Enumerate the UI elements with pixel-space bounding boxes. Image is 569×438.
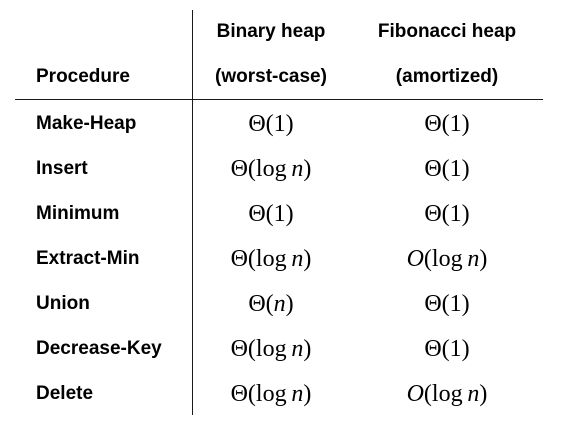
complexity-operator: Θ — [424, 156, 442, 182]
complexity-operator: Θ — [230, 246, 248, 272]
paren-close: ) — [303, 336, 312, 362]
complexity-operator: Θ — [248, 291, 266, 317]
table-row: Delete Θ(log n) O(log n) — [0, 374, 569, 414]
binary-heap-bound: Θ(log n) — [191, 149, 351, 189]
complexity-argument: 1 — [449, 201, 462, 227]
paren-open: ( — [441, 156, 450, 182]
paren-close: ) — [461, 156, 470, 182]
complexity-argument: 1 — [449, 291, 462, 317]
complexity-operator: Θ — [230, 156, 248, 182]
column-divider — [192, 10, 193, 415]
binary-heap-bound: Θ(1) — [191, 104, 351, 144]
paren-open: ( — [441, 336, 450, 362]
procedure-name: Insert — [36, 158, 88, 179]
complexity-operator: Θ — [424, 201, 442, 227]
procedure-name: Delete — [36, 383, 94, 404]
complexity-operator: Θ — [248, 111, 266, 137]
paren-open: ( — [265, 201, 274, 227]
binary-heap-bound: Θ(n) — [191, 284, 351, 324]
paren-close: ) — [303, 156, 312, 182]
fibonacci-heap-bound: Θ(1) — [367, 149, 527, 189]
complexity-operator: Θ — [424, 336, 442, 362]
complexity-argument: log n — [255, 336, 304, 362]
fibonacci-heap-bound: O(log n) — [367, 239, 527, 279]
paren-open: ( — [265, 291, 274, 317]
header-divider — [15, 99, 543, 100]
procedure-name: Decrease-Key — [36, 338, 162, 359]
complexity-argument: 1 — [449, 111, 462, 137]
paren-close: ) — [461, 111, 470, 137]
paren-close: ) — [285, 201, 294, 227]
fibonacci-heap-bound: Θ(1) — [367, 104, 527, 144]
complexity-argument: 1 — [449, 156, 462, 182]
paren-open: ( — [247, 336, 256, 362]
binary-heap-bound: Θ(1) — [191, 194, 351, 234]
paren-close: ) — [479, 246, 488, 272]
paren-close: ) — [461, 291, 470, 317]
complexity-argument: 1 — [273, 201, 286, 227]
complexity-argument: log n — [431, 246, 480, 272]
paren-close: ) — [303, 246, 312, 272]
fibonacci-heap-bound: Θ(1) — [367, 194, 527, 234]
complexity-argument: log n — [255, 381, 304, 407]
complexity-argument: log n — [431, 381, 480, 407]
procedure-name: Minimum — [36, 203, 120, 224]
table-row: Extract-Min Θ(log n) O(log n) — [0, 239, 569, 279]
table-row: Insert Θ(log n) Θ(1) — [0, 149, 569, 189]
header-binary-worst-case: (worst-case) — [215, 66, 327, 87]
paren-close: ) — [303, 381, 312, 407]
complexity-operator: Θ — [230, 336, 248, 362]
paren-open: ( — [247, 381, 256, 407]
paren-open: ( — [423, 246, 432, 272]
complexity-argument: log n — [255, 156, 304, 182]
paren-close: ) — [461, 201, 470, 227]
fibonacci-heap-bound: Θ(1) — [367, 329, 527, 369]
complexity-operator: O — [406, 381, 424, 407]
paren-close: ) — [285, 291, 294, 317]
complexity-argument: 1 — [273, 111, 286, 137]
complexity-operator: Θ — [424, 291, 442, 317]
complexity-operator: O — [406, 246, 424, 272]
paren-open: ( — [441, 291, 450, 317]
paren-open: ( — [247, 246, 256, 272]
procedure-name: Make-Heap — [36, 113, 137, 134]
table-row: Decrease-Key Θ(log n) Θ(1) — [0, 329, 569, 369]
complexity-argument: 1 — [449, 336, 462, 362]
paren-open: ( — [265, 111, 274, 137]
paren-open: ( — [247, 156, 256, 182]
paren-open: ( — [441, 201, 450, 227]
paren-open: ( — [441, 111, 450, 137]
complexity-operator: Θ — [424, 111, 442, 137]
complexity-argument: log n — [255, 246, 304, 272]
binary-heap-bound: Θ(log n) — [191, 239, 351, 279]
fibonacci-heap-bound: Θ(1) — [367, 284, 527, 324]
binary-heap-bound: Θ(log n) — [191, 329, 351, 369]
paren-open: ( — [423, 381, 432, 407]
procedure-name: Union — [36, 293, 90, 314]
complexity-argument: n — [273, 291, 286, 317]
header-binary-heap: Binary heap — [216, 21, 326, 42]
fibonacci-heap-bound: O(log n) — [367, 374, 527, 414]
binary-heap-bound: Θ(log n) — [191, 374, 351, 414]
complexity-operator: Θ — [248, 201, 266, 227]
paren-close: ) — [461, 336, 470, 362]
header-fibonacci-heap: Fibonacci heap — [377, 21, 517, 42]
paren-close: ) — [479, 381, 488, 407]
table-row: Minimum Θ(1) Θ(1) — [0, 194, 569, 234]
header-procedure: Procedure — [36, 66, 130, 87]
paren-close: ) — [285, 111, 294, 137]
procedure-name: Extract-Min — [36, 248, 140, 269]
table-row: Union Θ(n) Θ(1) — [0, 284, 569, 324]
header-fibonacci-amortized: (amortized) — [395, 66, 499, 87]
complexity-operator: Θ — [230, 381, 248, 407]
table-row: Make-Heap Θ(1) Θ(1) — [0, 104, 569, 144]
